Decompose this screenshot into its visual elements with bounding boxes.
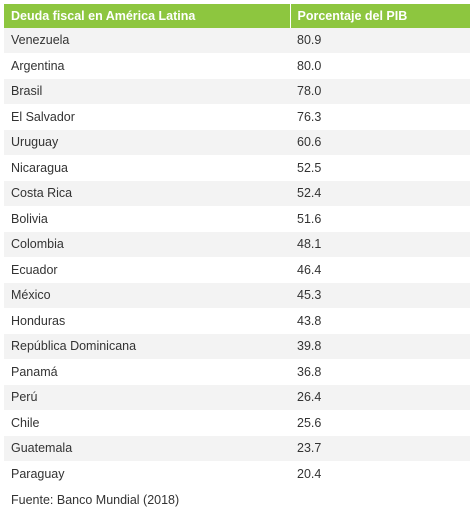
percent-cell: 23.7 xyxy=(290,436,470,462)
country-cell: Paraguay xyxy=(4,461,290,487)
country-cell: República Dominicana xyxy=(4,334,290,360)
percent-cell: 39.8 xyxy=(290,334,470,360)
country-cell: Costa Rica xyxy=(4,181,290,207)
debt-table-container: Deuda fiscal en América Latina Porcentaj… xyxy=(4,4,470,512)
country-cell: Nicaragua xyxy=(4,155,290,181)
country-cell: Honduras xyxy=(4,308,290,334)
percent-cell: 25.6 xyxy=(290,410,470,436)
percent-cell: 36.8 xyxy=(290,359,470,385)
country-cell: Argentina xyxy=(4,53,290,79)
country-cell: Ecuador xyxy=(4,257,290,283)
percent-cell: 76.3 xyxy=(290,104,470,130)
source-row: Fuente: Banco Mundial (2018) xyxy=(4,487,470,512)
percent-cell: 26.4 xyxy=(290,385,470,411)
country-cell: Chile xyxy=(4,410,290,436)
percent-cell: 78.0 xyxy=(290,79,470,105)
country-cell: Guatemala xyxy=(4,436,290,462)
header-row: Deuda fiscal en América Latina Porcentaj… xyxy=(4,4,470,28)
country-cell: Colombia xyxy=(4,232,290,258)
percent-cell: 52.4 xyxy=(290,181,470,207)
country-cell: Uruguay xyxy=(4,130,290,156)
percent-cell: 51.6 xyxy=(290,206,470,232)
percent-cell: 45.3 xyxy=(290,283,470,309)
country-cell: Venezuela xyxy=(4,28,290,53)
percent-cell: 43.8 xyxy=(290,308,470,334)
source-note: Fuente: Banco Mundial (2018) xyxy=(4,487,470,512)
percent-cell: 80.0 xyxy=(290,53,470,79)
country-cell: Panamá xyxy=(4,359,290,385)
percent-cell: 46.4 xyxy=(290,257,470,283)
debt-table: Deuda fiscal en América Latina Porcentaj… xyxy=(4,4,470,512)
country-cell: Perú xyxy=(4,385,290,411)
country-cell: México xyxy=(4,283,290,309)
percent-cell: 48.1 xyxy=(290,232,470,258)
percent-cell: 20.4 xyxy=(290,461,470,487)
header-percent: Porcentaje del PIB xyxy=(290,4,470,28)
country-cell: Brasil xyxy=(4,79,290,105)
country-cell: El Salvador xyxy=(4,104,290,130)
percent-cell: 60.6 xyxy=(290,130,470,156)
country-cell: Bolivia xyxy=(4,206,290,232)
percent-cell: 52.5 xyxy=(290,155,470,181)
header-country: Deuda fiscal en América Latina xyxy=(4,4,290,28)
percent-cell: 80.9 xyxy=(290,28,470,53)
